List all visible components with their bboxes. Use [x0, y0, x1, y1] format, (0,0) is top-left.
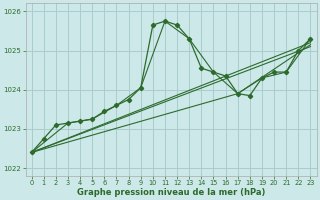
- X-axis label: Graphe pression niveau de la mer (hPa): Graphe pression niveau de la mer (hPa): [77, 188, 265, 197]
